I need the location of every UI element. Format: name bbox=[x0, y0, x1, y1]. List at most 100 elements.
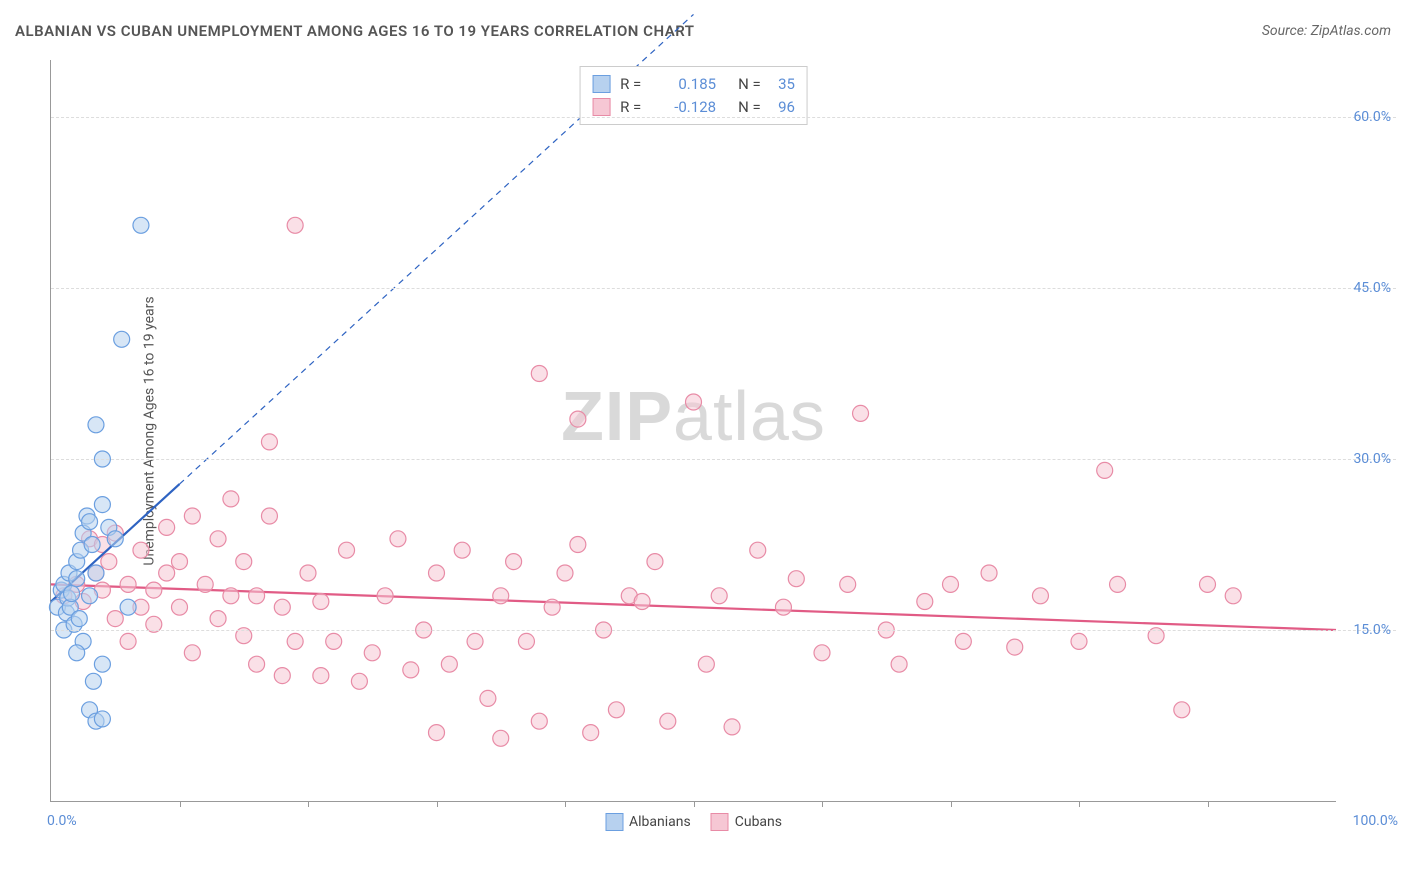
data-point bbox=[94, 711, 110, 727]
data-point bbox=[101, 554, 117, 570]
data-point bbox=[287, 217, 303, 233]
stat-row: R =0.185N =35 bbox=[592, 73, 795, 96]
data-point bbox=[351, 673, 367, 689]
data-point bbox=[120, 633, 136, 649]
x-tick bbox=[437, 801, 438, 807]
data-point bbox=[69, 645, 85, 661]
data-point bbox=[493, 730, 509, 746]
data-point bbox=[133, 542, 149, 558]
data-point bbox=[429, 725, 445, 741]
data-point bbox=[467, 633, 483, 649]
data-point bbox=[955, 633, 971, 649]
r-value: -0.128 bbox=[660, 96, 716, 119]
data-point bbox=[223, 491, 239, 507]
data-point bbox=[339, 542, 355, 558]
x-tick bbox=[1208, 801, 1209, 807]
data-point bbox=[750, 542, 766, 558]
y-tick-label: 15.0% bbox=[1353, 622, 1391, 638]
data-point bbox=[88, 565, 104, 581]
gridline-h bbox=[51, 459, 1396, 460]
data-point bbox=[853, 405, 869, 421]
n-label: N = bbox=[738, 96, 768, 119]
legend: Albanians Cubans bbox=[605, 813, 782, 831]
data-point bbox=[210, 611, 226, 627]
data-point bbox=[313, 594, 329, 610]
x-axis-min-label: 0.0% bbox=[47, 813, 77, 829]
x-tick bbox=[308, 801, 309, 807]
data-point bbox=[454, 542, 470, 558]
n-value: 96 bbox=[778, 96, 795, 119]
data-point bbox=[114, 331, 130, 347]
x-tick bbox=[1079, 801, 1080, 807]
data-point bbox=[403, 662, 419, 678]
data-point bbox=[184, 508, 200, 524]
data-point bbox=[634, 594, 650, 610]
data-point bbox=[94, 656, 110, 672]
data-point bbox=[570, 537, 586, 553]
data-point bbox=[64, 586, 80, 602]
legend-swatch bbox=[605, 813, 623, 831]
data-point bbox=[647, 554, 663, 570]
data-point bbox=[120, 599, 136, 615]
data-point bbox=[1225, 588, 1241, 604]
data-point bbox=[84, 537, 100, 553]
trend-line bbox=[51, 584, 1336, 630]
x-tick bbox=[822, 801, 823, 807]
data-point bbox=[441, 656, 457, 672]
y-tick-label: 60.0% bbox=[1353, 109, 1391, 125]
data-point bbox=[287, 633, 303, 649]
data-point bbox=[249, 588, 265, 604]
legend-item: Cubans bbox=[711, 813, 782, 831]
r-label: R = bbox=[620, 96, 650, 119]
plot-region: Unemployment Among Ages 16 to 19 years Z… bbox=[50, 60, 1336, 802]
data-point bbox=[570, 411, 586, 427]
series-swatch bbox=[592, 75, 610, 93]
x-tick bbox=[694, 801, 695, 807]
data-point bbox=[686, 394, 702, 410]
data-point bbox=[82, 514, 98, 530]
chart-header: ALBANIAN VS CUBAN UNEMPLOYMENT AMONG AGE… bbox=[15, 22, 1391, 40]
data-point bbox=[88, 417, 104, 433]
r-value: 0.185 bbox=[660, 73, 716, 96]
data-point bbox=[261, 508, 277, 524]
data-point bbox=[981, 565, 997, 581]
legend-label: Cubans bbox=[735, 814, 782, 830]
chart-source: Source: ZipAtlas.com bbox=[1262, 23, 1391, 39]
data-point bbox=[300, 565, 316, 581]
data-point bbox=[544, 599, 560, 615]
data-point bbox=[82, 588, 98, 604]
data-point bbox=[943, 576, 959, 592]
data-point bbox=[788, 571, 804, 587]
y-tick-label: 30.0% bbox=[1353, 451, 1391, 467]
data-point bbox=[493, 588, 509, 604]
data-point bbox=[840, 576, 856, 592]
data-point bbox=[184, 645, 200, 661]
data-point bbox=[159, 519, 175, 535]
data-point bbox=[274, 599, 290, 615]
data-point bbox=[506, 554, 522, 570]
data-point bbox=[377, 588, 393, 604]
data-point bbox=[557, 565, 573, 581]
chart-area: Unemployment Among Ages 16 to 19 years Z… bbox=[50, 60, 1396, 832]
data-point bbox=[261, 434, 277, 450]
x-tick bbox=[565, 801, 566, 807]
legend-label: Albanians bbox=[629, 814, 691, 830]
data-point bbox=[1007, 639, 1023, 655]
data-point bbox=[223, 588, 239, 604]
x-tick bbox=[951, 801, 952, 807]
data-point bbox=[531, 366, 547, 382]
data-point bbox=[814, 645, 830, 661]
data-point bbox=[583, 725, 599, 741]
data-point bbox=[274, 668, 290, 684]
y-tick-label: 45.0% bbox=[1353, 280, 1391, 296]
scatter-svg bbox=[51, 60, 1336, 801]
series-swatch bbox=[592, 98, 610, 116]
data-point bbox=[1032, 588, 1048, 604]
data-point bbox=[698, 656, 714, 672]
data-point bbox=[133, 217, 149, 233]
legend-item: Albanians bbox=[605, 813, 691, 831]
data-point bbox=[120, 576, 136, 592]
data-point bbox=[891, 656, 907, 672]
data-point bbox=[364, 645, 380, 661]
data-point bbox=[313, 668, 329, 684]
